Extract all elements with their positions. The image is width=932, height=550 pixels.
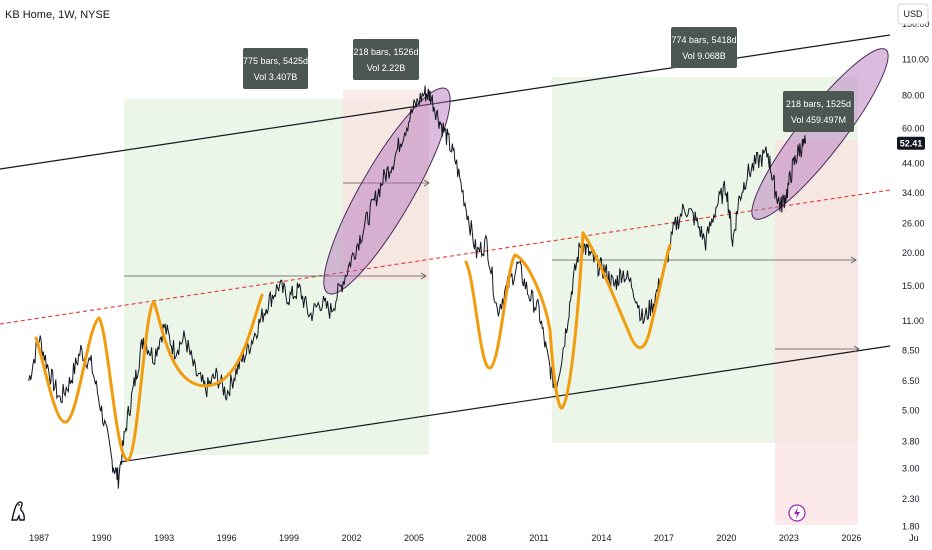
y-tick-label: 3.80: [902, 437, 920, 447]
cup-curve-3: [152, 293, 264, 388]
tag-3: 774 bars, 5418d Vol 9.068B: [671, 27, 737, 68]
y-tick-label: 34.00: [902, 188, 925, 198]
current-price-badge: 52.41: [897, 136, 925, 150]
x-tick-label: Ju: [909, 533, 919, 543]
tag-1: 775 bars, 5425d Vol 3.407B: [243, 48, 308, 89]
x-tick-label: 1996: [217, 533, 237, 543]
y-tick-label: 3.00: [902, 464, 920, 474]
y-tick-label: 15.00: [902, 281, 925, 291]
y-axis: 150.00110.0080.0060.0044.0034.0026.0020.…: [902, 19, 930, 531]
y-tick-label: 1.80: [902, 522, 920, 532]
x-tick-label: 2014: [591, 533, 611, 543]
x-tick-label: 1993: [154, 533, 174, 543]
x-tick-label: 2008: [466, 533, 486, 543]
arrow-2-head: [423, 179, 430, 187]
tag-2-line2: Vol 2.22B: [367, 63, 406, 73]
x-axis: 1987 1990 1993 1996 1999 2002 2005 2008 2011 2014…: [29, 533, 918, 543]
y-tick-label: 5.00: [902, 406, 920, 416]
measure-arrows: [124, 179, 860, 353]
annotation-tags: 775 bars, 5425d Vol 3.407B 218 bars, 152…: [243, 27, 854, 132]
tag-1-line1: 775 bars, 5425d: [243, 56, 308, 66]
ellipse-2002-2005: [323, 87, 451, 295]
y-tick-label: 11.00: [902, 316, 924, 326]
lightning-icon[interactable]: [788, 504, 806, 522]
channel-upper-line: [0, 34, 891, 170]
currency-button[interactable]: USD: [897, 3, 929, 25]
arrow-4-head: [853, 345, 860, 353]
y-tick-label: 80.00: [902, 91, 925, 101]
tradingview-logo-icon: [11, 501, 25, 521]
currency-button-label[interactable]: USD: [903, 9, 923, 19]
x-tick-label: 2020: [716, 533, 736, 543]
x-tick-label: 2011: [529, 533, 548, 543]
y-tick-label: 110.00: [902, 54, 929, 64]
channel: [0, 34, 891, 463]
x-tick-label: 1990: [92, 533, 112, 543]
cup-curve-1: [34, 316, 101, 424]
y-tick-label: 2.30: [902, 494, 920, 504]
channel-lower-line: [119, 345, 891, 463]
arrow-3-head: [850, 256, 857, 264]
x-tick-label: 2005: [404, 533, 424, 543]
cup-curve-5: [513, 231, 585, 410]
y-tick-label: 44.00: [902, 159, 925, 169]
arrow-1-head: [420, 272, 427, 280]
tag-3-line1: 774 bars, 5418d: [671, 35, 736, 45]
tag-4-line2: Vol 459.497M: [791, 115, 846, 125]
x-tick-label: 2026: [841, 533, 861, 543]
y-tick-label: 8.50: [902, 345, 920, 355]
y-tick-label: 6.50: [902, 376, 920, 386]
x-tick-label: 2023: [779, 533, 799, 543]
x-tick-label: 1987: [29, 533, 49, 543]
short-zone-1: [343, 90, 429, 280]
tag-4: 218 bars, 1525d Vol 459.497M: [783, 91, 854, 132]
y-tick-label: 26.00: [902, 218, 925, 228]
channel-midline: [0, 189, 891, 325]
chart-title: KB Home, 1W, NYSE: [5, 9, 110, 21]
measure-zones: [124, 77, 858, 525]
tag-2-line1: 218 bars, 1526d: [353, 47, 418, 57]
x-tick-label: 1999: [279, 533, 299, 543]
tag-3-line2: Vol 9.068B: [682, 51, 726, 61]
tag-2: 218 bars, 1526d Vol 2.22B: [353, 39, 419, 80]
cup-curve-4: [464, 253, 517, 370]
current-price-label: 52.41: [900, 139, 923, 149]
cup-curve-2: [97, 300, 156, 462]
tag-4-line1: 218 bars, 1525d: [786, 99, 851, 109]
y-tick-label: 60.00: [902, 123, 925, 133]
x-tick-label: 2017: [654, 533, 674, 543]
tag-1-line2: Vol 3.407B: [254, 72, 298, 82]
short-zone-2: [775, 140, 858, 525]
price-series-line: [28, 85, 806, 489]
cup-curve-6: [581, 231, 672, 350]
y-tick-label: 20.00: [902, 248, 925, 258]
x-tick-label: 2002: [342, 533, 362, 543]
cup-curves: [34, 231, 672, 462]
